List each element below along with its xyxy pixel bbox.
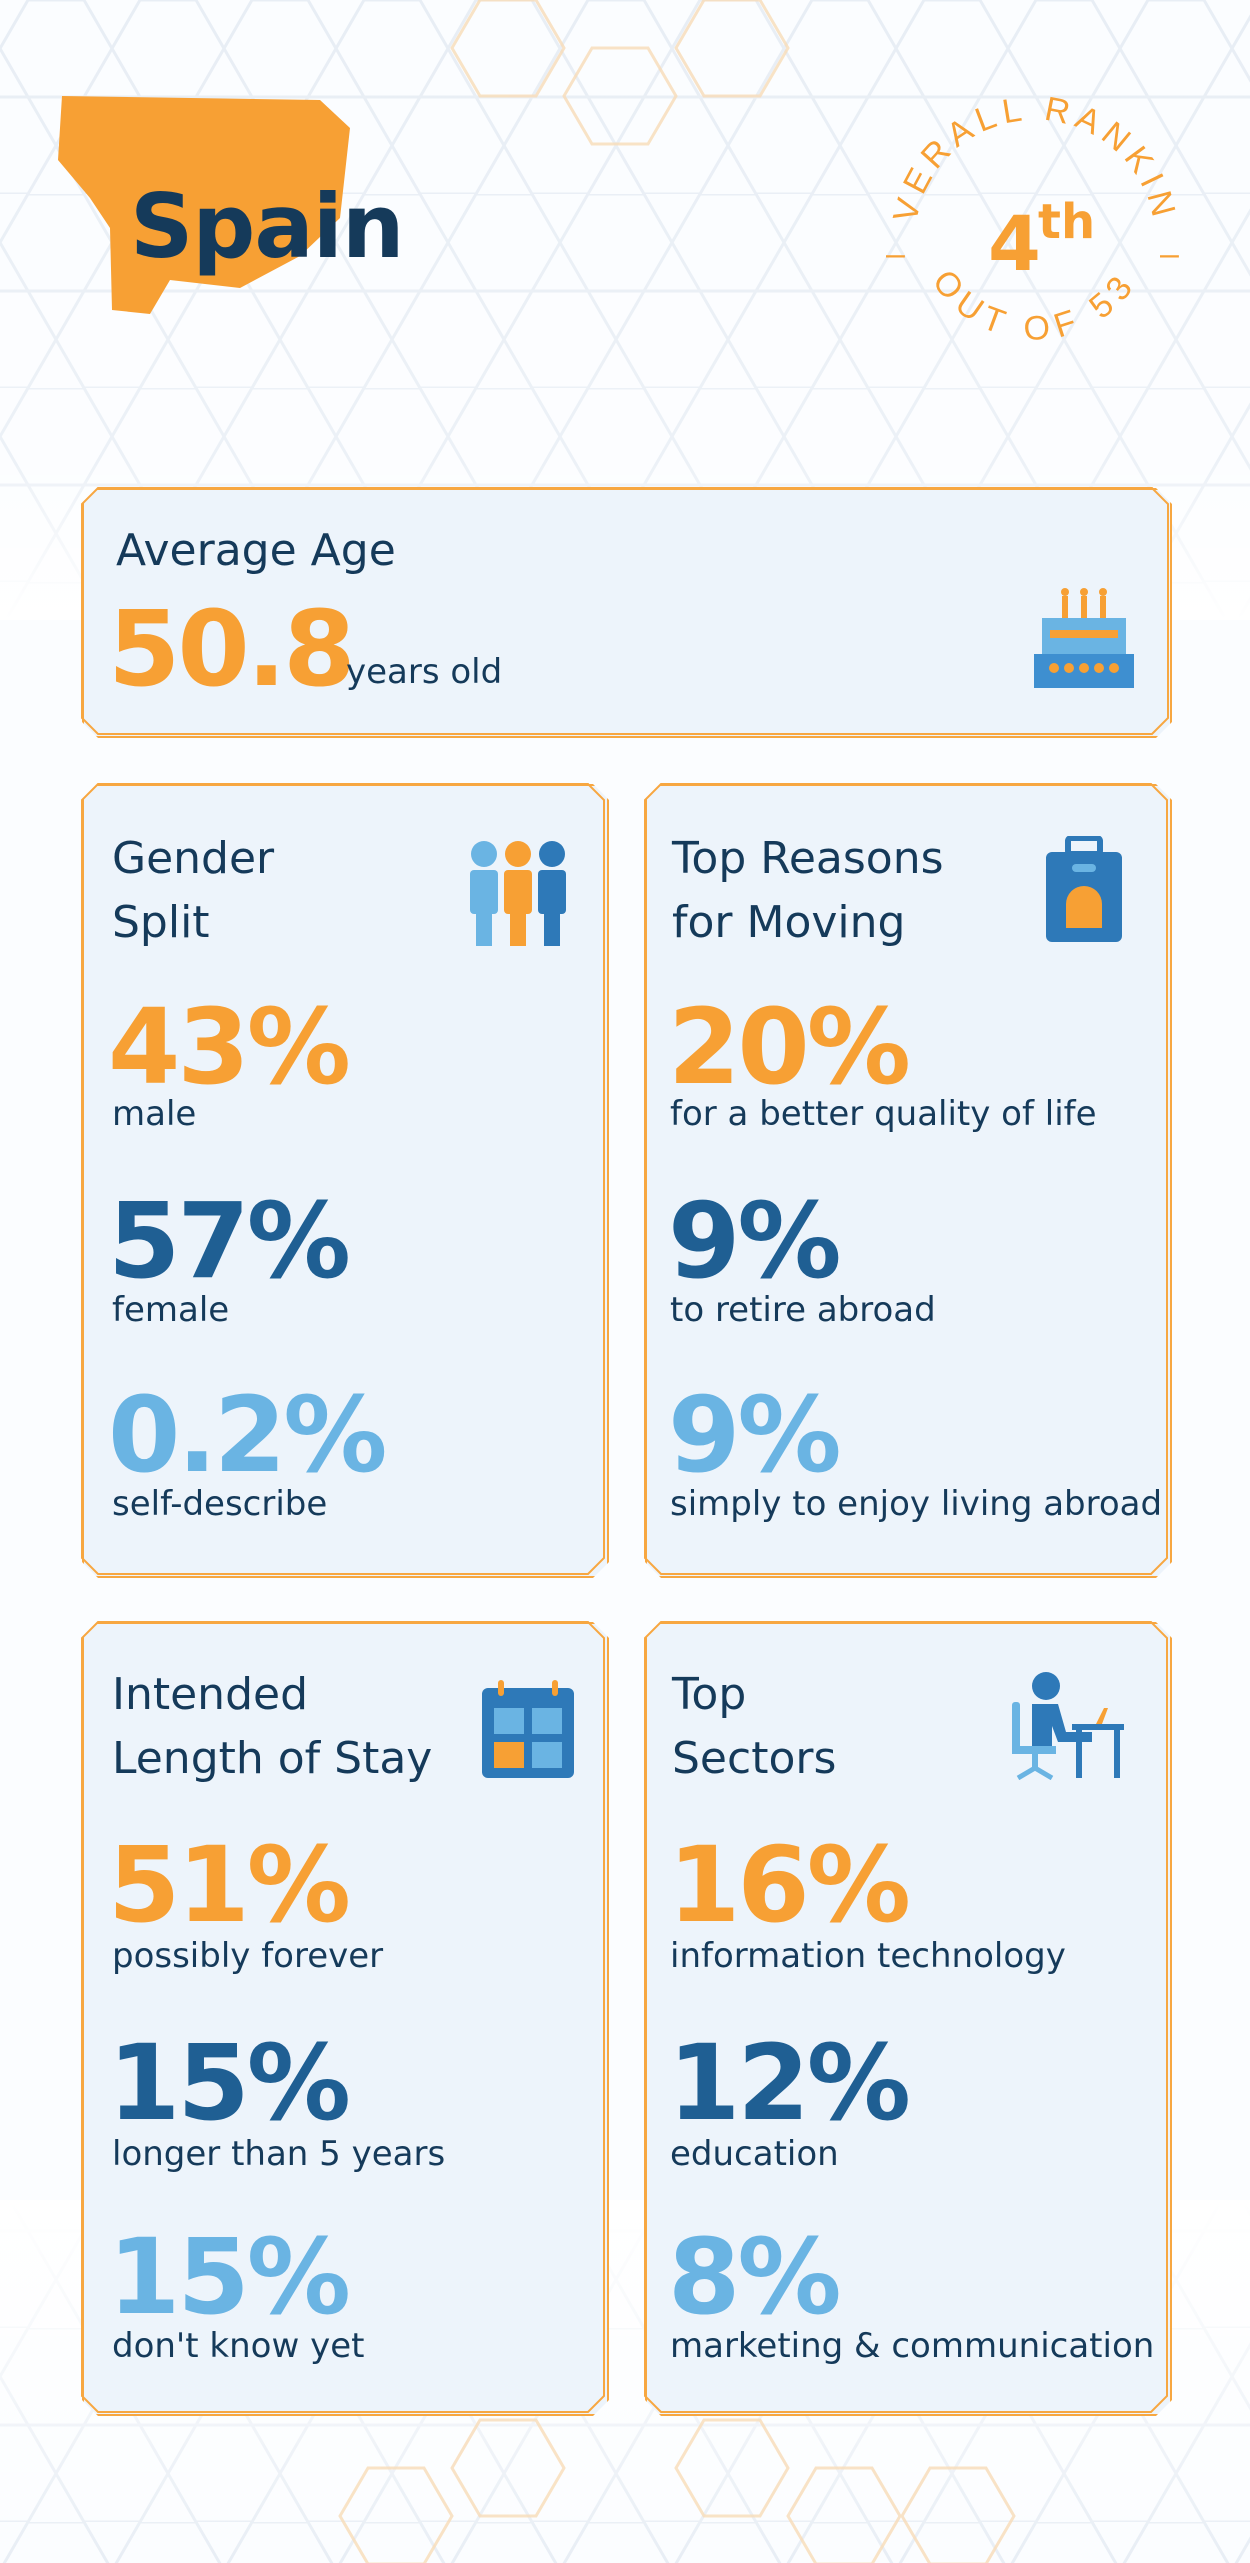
calendar-icon bbox=[482, 1680, 574, 1778]
reasons-label-3: simply to enjoy living abroad bbox=[670, 1484, 1163, 1524]
stay-label-3: don't know yet bbox=[112, 2326, 365, 2366]
spain-map-icon bbox=[58, 96, 350, 314]
card-outline bbox=[644, 783, 1168, 1575]
country-title: Spain bbox=[130, 175, 405, 278]
reasons-label-1: for a better quality of life bbox=[670, 1094, 1097, 1134]
stay-title-line1: Intended bbox=[112, 1669, 309, 1720]
stay-value-1: 51% bbox=[108, 1824, 351, 1946]
stay-label-2: longer than 5 years bbox=[112, 2134, 446, 2174]
gender-value-2: 57% bbox=[108, 1180, 351, 1302]
gender-label-1: male bbox=[112, 1094, 197, 1134]
card-outline bbox=[81, 487, 1169, 735]
stay-label-1: possibly forever bbox=[112, 1936, 384, 1976]
stay-title-line2: Length of Stay bbox=[112, 1733, 433, 1784]
ranking-badge: OVERALL RANKING OUT OF 53 – – 4 th bbox=[860, 60, 1179, 348]
gender-value-1: 43% bbox=[108, 986, 351, 1108]
reasons-value-3: 9% bbox=[668, 1374, 842, 1496]
average-age-card bbox=[82, 488, 1172, 738]
stay-value-3: 15% bbox=[108, 2216, 351, 2338]
average-age-title: Average Age bbox=[116, 525, 396, 576]
sectors-value-3: 8% bbox=[668, 2216, 842, 2338]
average-age-unit: years old bbox=[346, 652, 503, 692]
gender-title-line2: Split bbox=[112, 897, 210, 948]
card-outline bbox=[81, 1621, 605, 2413]
sectors-value-2: 12% bbox=[668, 2022, 911, 2144]
sectors-value-1: 16% bbox=[668, 1824, 911, 1946]
ranking-suffix: th bbox=[1038, 194, 1095, 250]
top-sectors-card bbox=[645, 1622, 1172, 2416]
sectors-label-3: marketing & communication bbox=[670, 2326, 1155, 2366]
sectors-title-line2: Sectors bbox=[672, 1733, 837, 1784]
person-at-desk-icon bbox=[1012, 1672, 1124, 1780]
ranking-dash-left: – bbox=[886, 235, 905, 273]
reasons-value-1: 20% bbox=[668, 986, 911, 1108]
gender-label-3: self-describe bbox=[112, 1484, 328, 1524]
card-outline bbox=[644, 1621, 1168, 2413]
reasons-value-2: 9% bbox=[668, 1180, 842, 1302]
gender-title-line1: Gender bbox=[112, 833, 275, 884]
suitcase-icon bbox=[1046, 836, 1122, 942]
gender-value-3: 0.2% bbox=[108, 1374, 387, 1496]
reasons-label-2: to retire abroad bbox=[670, 1290, 936, 1330]
sectors-label-2: education bbox=[670, 2134, 839, 2174]
ranking-value: 4 bbox=[988, 199, 1041, 288]
ranking-dash-right: – bbox=[1160, 235, 1179, 273]
average-age-value: 50.8 bbox=[108, 588, 356, 710]
card-outline bbox=[81, 783, 605, 1575]
reasons-title-line2: for Moving bbox=[672, 897, 906, 948]
people-icon bbox=[470, 841, 566, 946]
gender-label-2: female bbox=[112, 1290, 230, 1330]
stay-value-2: 15% bbox=[108, 2022, 351, 2144]
sectors-label-1: information technology bbox=[670, 1936, 1066, 1976]
sectors-title-line1: Top bbox=[672, 1669, 747, 1720]
birthday-cake-icon bbox=[1034, 588, 1134, 688]
reasons-title-line1: Top Reasons bbox=[672, 833, 944, 884]
